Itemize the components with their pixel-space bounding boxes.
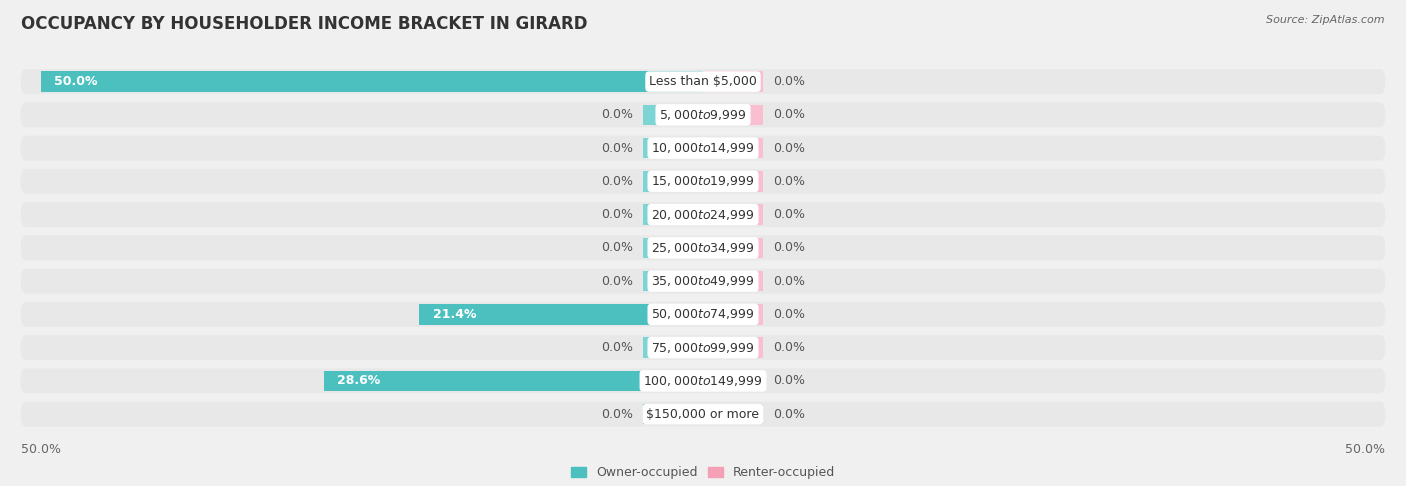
Bar [644, 171, 703, 191]
FancyBboxPatch shape [21, 202, 1385, 227]
Text: 0.0%: 0.0% [773, 208, 806, 221]
Text: $25,000 to $34,999: $25,000 to $34,999 [651, 241, 755, 255]
Bar [644, 404, 703, 424]
Text: 28.6%: 28.6% [337, 374, 381, 387]
FancyBboxPatch shape [21, 335, 1385, 360]
Text: 0.0%: 0.0% [600, 275, 633, 288]
Bar [419, 304, 703, 325]
FancyBboxPatch shape [21, 302, 1385, 327]
Text: 0.0%: 0.0% [773, 108, 806, 122]
FancyBboxPatch shape [21, 401, 1385, 427]
Bar [703, 304, 762, 325]
Text: 0.0%: 0.0% [773, 341, 806, 354]
Text: 0.0%: 0.0% [600, 141, 633, 155]
Legend: Owner-occupied, Renter-occupied: Owner-occupied, Renter-occupied [567, 461, 839, 484]
Bar [703, 138, 762, 158]
Text: $35,000 to $49,999: $35,000 to $49,999 [651, 274, 755, 288]
Bar [703, 204, 762, 225]
Text: 0.0%: 0.0% [600, 108, 633, 122]
Text: 0.0%: 0.0% [600, 208, 633, 221]
FancyBboxPatch shape [21, 269, 1385, 294]
Text: 50.0%: 50.0% [53, 75, 97, 88]
Bar [644, 104, 703, 125]
Text: 0.0%: 0.0% [600, 175, 633, 188]
Text: 0.0%: 0.0% [773, 75, 806, 88]
Text: 0.0%: 0.0% [773, 275, 806, 288]
Text: 0.0%: 0.0% [600, 408, 633, 420]
Text: $20,000 to $24,999: $20,000 to $24,999 [651, 208, 755, 222]
Text: $100,000 to $149,999: $100,000 to $149,999 [644, 374, 762, 388]
FancyBboxPatch shape [21, 103, 1385, 127]
Text: 0.0%: 0.0% [773, 175, 806, 188]
FancyBboxPatch shape [21, 136, 1385, 160]
Bar [703, 171, 762, 191]
Text: 0.0%: 0.0% [773, 408, 806, 420]
Bar [703, 238, 762, 258]
Bar [41, 71, 703, 92]
Text: $15,000 to $19,999: $15,000 to $19,999 [651, 174, 755, 189]
Text: Less than $5,000: Less than $5,000 [650, 75, 756, 88]
Text: 0.0%: 0.0% [773, 242, 806, 254]
Bar [703, 104, 762, 125]
Text: 0.0%: 0.0% [773, 374, 806, 387]
Bar [703, 370, 762, 391]
Bar [703, 271, 762, 292]
FancyBboxPatch shape [21, 169, 1385, 194]
Bar [323, 370, 703, 391]
FancyBboxPatch shape [21, 235, 1385, 260]
Text: 0.0%: 0.0% [600, 242, 633, 254]
FancyBboxPatch shape [21, 69, 1385, 94]
Text: $5,000 to $9,999: $5,000 to $9,999 [659, 108, 747, 122]
Text: Source: ZipAtlas.com: Source: ZipAtlas.com [1267, 15, 1385, 25]
Bar [644, 138, 703, 158]
Text: 0.0%: 0.0% [600, 341, 633, 354]
Text: 21.4%: 21.4% [433, 308, 477, 321]
Bar [644, 238, 703, 258]
Text: $50,000 to $74,999: $50,000 to $74,999 [651, 307, 755, 321]
FancyBboxPatch shape [21, 368, 1385, 393]
Bar [644, 271, 703, 292]
Text: $75,000 to $99,999: $75,000 to $99,999 [651, 341, 755, 355]
Bar [644, 337, 703, 358]
Bar [644, 204, 703, 225]
Text: $10,000 to $14,999: $10,000 to $14,999 [651, 141, 755, 155]
Text: $150,000 or more: $150,000 or more [647, 408, 759, 420]
Text: OCCUPANCY BY HOUSEHOLDER INCOME BRACKET IN GIRARD: OCCUPANCY BY HOUSEHOLDER INCOME BRACKET … [21, 15, 588, 33]
Text: 0.0%: 0.0% [773, 308, 806, 321]
Bar [703, 71, 762, 92]
Text: 0.0%: 0.0% [773, 141, 806, 155]
Bar [703, 337, 762, 358]
Bar [703, 404, 762, 424]
